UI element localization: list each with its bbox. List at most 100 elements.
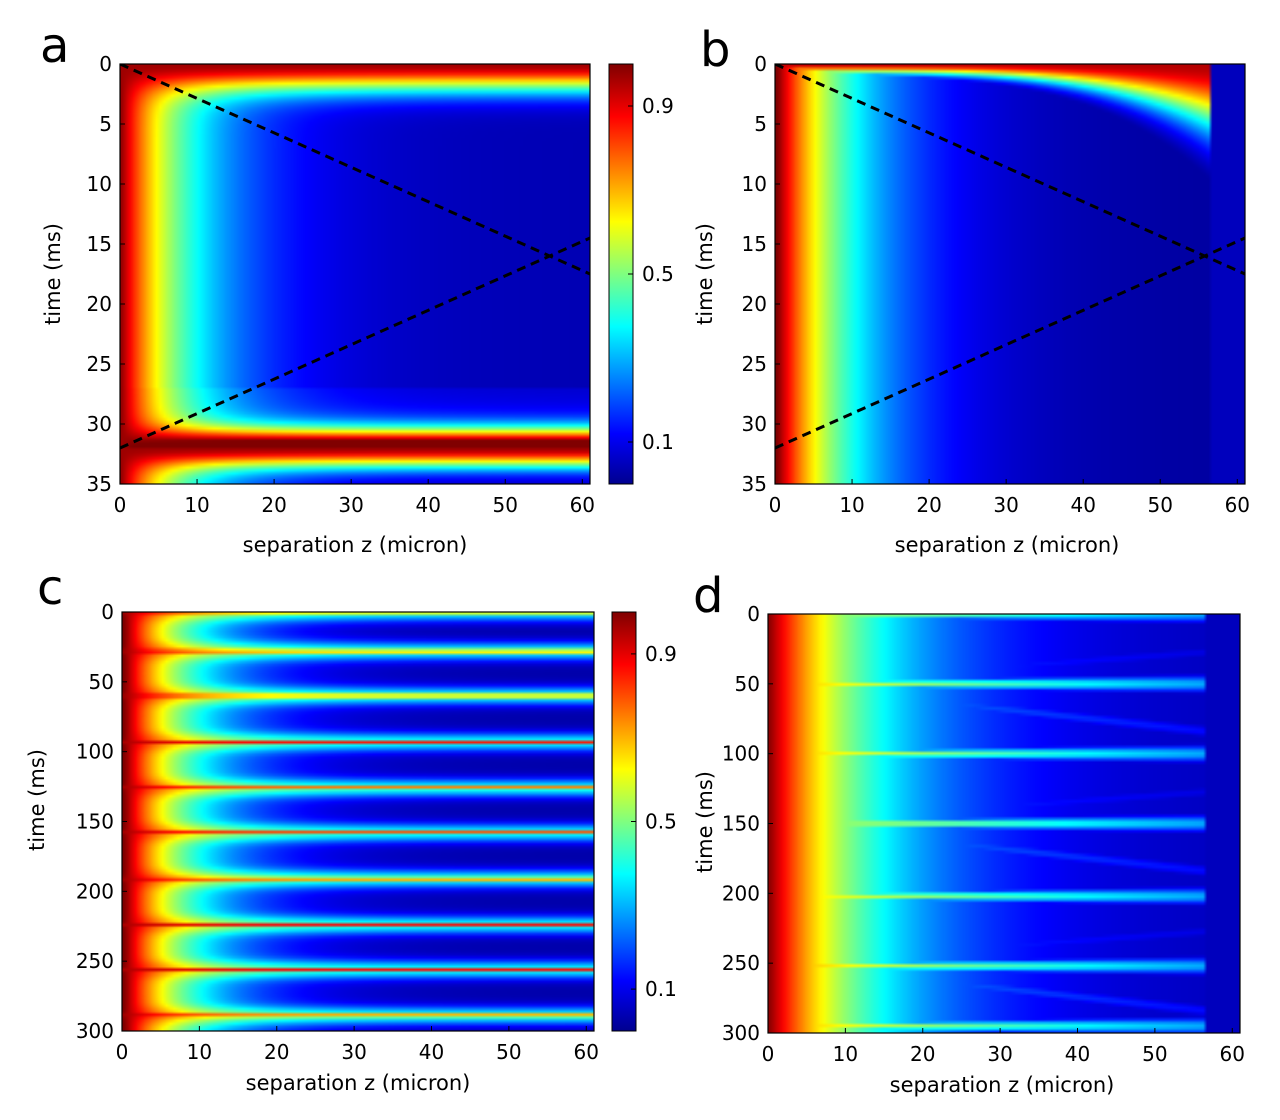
colorbar-ticks: 0.1 0.5 0.9 <box>631 642 677 1001</box>
y-tick-label: 250 <box>76 949 114 973</box>
heatmap-d <box>768 614 1240 1033</box>
x-tick-label: 0 <box>762 1042 775 1066</box>
plot-frame <box>774 63 1246 485</box>
y-tick-label: 5 <box>99 112 112 136</box>
x-tick-label: 0 <box>116 1040 129 1064</box>
heatmap-a <box>120 64 590 484</box>
x-tick-label: 0 <box>114 493 127 517</box>
x-tick-label: 60 <box>1220 1042 1245 1066</box>
x-tick-label: 40 <box>1070 493 1095 517</box>
y-tick-label: 25 <box>742 352 767 376</box>
x-tick-label: 50 <box>496 1040 521 1064</box>
y-tick-label: 15 <box>87 232 112 256</box>
colorbar-ticks: 0.1 0.5 0.9 <box>628 94 674 454</box>
y-tick-label: 150 <box>722 812 760 836</box>
dashed-line <box>775 236 1245 450</box>
x-tick-label: 10 <box>839 493 864 517</box>
x-ticks: 0 10 20 30 40 50 60 <box>762 1028 1245 1066</box>
colorbar-a: 0.1 0.5 0.9 <box>608 63 674 485</box>
x-tick-label: 20 <box>916 493 941 517</box>
x-tick-label: 60 <box>1225 493 1250 517</box>
colorbar-c: 0.1 0.5 0.9 <box>611 611 677 1032</box>
y-ticks: 0 50 100 150 200 250 300 <box>76 600 127 1043</box>
plot-frame <box>119 63 591 485</box>
x-axis-label: separation z (micron) <box>246 1071 471 1095</box>
y-tick-label: 0 <box>754 52 767 76</box>
y-ticks: 0 5 10 15 20 25 30 35 <box>87 52 125 496</box>
dashed-line <box>120 236 590 450</box>
y-axis-label: time (ms) <box>693 223 717 325</box>
x-ticks: 0 10 20 30 40 50 60 <box>116 1026 599 1064</box>
y-ticks: 0 5 10 15 20 25 30 35 <box>742 52 780 496</box>
x-tick-label: 10 <box>833 1042 858 1066</box>
y-tick-label: 10 <box>87 172 112 196</box>
x-tick-label: 20 <box>264 1040 289 1064</box>
panel-d: 0 10 20 30 40 50 60 0 50 100 150 200 250 300 separat… <box>693 602 1245 1097</box>
colorbar-tick-label: 0.5 <box>645 810 677 834</box>
y-tick-label: 0 <box>101 600 114 624</box>
x-tick-label: 20 <box>910 1042 935 1066</box>
colorbar-tick-label: 0.1 <box>645 977 677 1001</box>
y-tick-label: 250 <box>722 951 760 975</box>
panel-c: 0 10 20 30 40 50 60 0 50 100 150 200 250 300 separat… <box>25 600 599 1095</box>
x-ticks: 0 10 20 30 40 50 60 <box>769 479 1250 517</box>
colorbar-tick-label: 0.9 <box>642 94 674 118</box>
x-axis-label: separation z (micron) <box>895 533 1120 557</box>
y-axis-label: time (ms) <box>693 771 717 873</box>
y-tick-label: 0 <box>99 52 112 76</box>
x-tick-label: 40 <box>415 493 440 517</box>
x-tick-label: 50 <box>1148 493 1173 517</box>
y-ticks: 0 50 100 150 200 250 300 <box>722 602 773 1045</box>
y-tick-label: 0 <box>747 602 760 626</box>
y-tick-label: 35 <box>742 472 767 496</box>
y-tick-label: 100 <box>76 740 114 764</box>
y-tick-label: 5 <box>754 112 767 136</box>
panel-label-a: a <box>40 18 69 74</box>
y-tick-label: 50 <box>89 670 114 694</box>
x-tick-label: 10 <box>187 1040 212 1064</box>
y-tick-label: 150 <box>76 810 114 834</box>
x-axis-label: separation z (micron) <box>890 1073 1115 1097</box>
y-tick-label: 100 <box>722 742 760 766</box>
colorbar-tick-label: 0.5 <box>642 262 674 286</box>
y-tick-label: 30 <box>742 412 767 436</box>
dashed-line <box>120 64 590 276</box>
panel-b: 0 10 20 30 40 50 60 0 5 10 15 20 25 30 35 separation … <box>693 52 1250 557</box>
panel-label-c: c <box>37 560 63 616</box>
x-tick-label: 0 <box>769 493 782 517</box>
y-tick-label: 30 <box>87 412 112 436</box>
y-axis-label: time (ms) <box>25 749 49 851</box>
x-tick-label: 30 <box>338 493 363 517</box>
y-tick-label: 35 <box>87 472 112 496</box>
colorbar-tick-label: 0.9 <box>645 642 677 666</box>
x-tick-label: 30 <box>987 1042 1012 1066</box>
x-tick-label: 50 <box>1142 1042 1167 1066</box>
y-tick-label: 20 <box>87 292 112 316</box>
dashed-line <box>775 64 1245 276</box>
y-tick-label: 300 <box>722 1021 760 1045</box>
y-tick-label: 15 <box>742 232 767 256</box>
y-tick-label: 25 <box>87 352 112 376</box>
heatmap-c <box>122 612 594 1031</box>
x-tick-label: 60 <box>574 1040 599 1064</box>
y-tick-label: 50 <box>735 672 760 696</box>
x-tick-label: 40 <box>419 1040 444 1064</box>
panel-label-b: b <box>700 22 730 78</box>
x-ticks: 0 10 20 30 40 50 60 <box>114 479 595 517</box>
y-axis-label: time (ms) <box>41 223 65 325</box>
x-tick-label: 40 <box>1065 1042 1090 1066</box>
x-tick-label: 30 <box>341 1040 366 1064</box>
y-tick-label: 300 <box>76 1019 114 1043</box>
x-tick-label: 60 <box>570 493 595 517</box>
y-tick-label: 200 <box>76 879 114 903</box>
panel-label-d: d <box>693 568 723 624</box>
y-tick-label: 10 <box>742 172 767 196</box>
heatmap-b <box>775 64 1245 484</box>
x-tick-label: 20 <box>261 493 286 517</box>
x-tick-label: 10 <box>184 493 209 517</box>
x-axis-label: separation z (micron) <box>243 533 468 557</box>
colorbar-tick-label: 0.1 <box>642 430 674 454</box>
panel-a: 0 10 20 30 40 50 60 0 5 10 15 20 25 30 35 separation … <box>41 52 595 557</box>
y-tick-label: 20 <box>742 292 767 316</box>
